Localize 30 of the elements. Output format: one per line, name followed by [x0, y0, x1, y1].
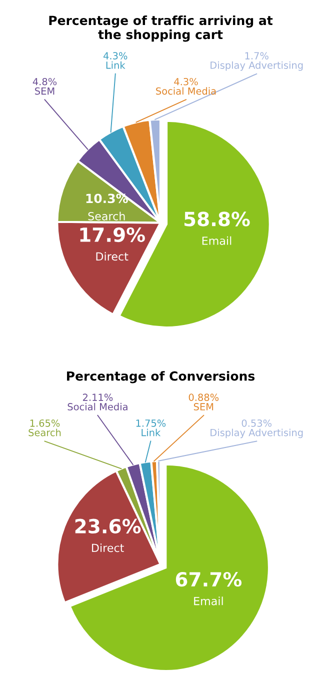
slice-label: Social Media — [68, 402, 128, 410]
slice-label: Direct — [92, 543, 124, 552]
slice-label: Email — [202, 236, 232, 245]
data-label: 58.8% — [184, 212, 250, 226]
slice-label: Social Media — [156, 87, 216, 95]
slice-label: SEM — [194, 403, 214, 410]
slice-label: SEM — [35, 87, 54, 95]
slice-label: Direct — [96, 252, 128, 261]
data-label: 17.9% — [80, 227, 145, 242]
slice-label: Search — [28, 428, 61, 436]
slice-label: Display Advertising — [210, 61, 303, 71]
data-label: 23.6% — [75, 518, 141, 534]
slice-label: Display Advertising — [210, 428, 303, 438]
data-label: 1.65% — [30, 419, 60, 427]
data-label: 4.8% — [32, 78, 57, 86]
data-label: 67.7% — [176, 572, 242, 587]
data-label: 1.7% — [245, 52, 268, 60]
data-label: 2.11% — [82, 394, 113, 401]
slice-label: Link — [106, 61, 126, 69]
data-label: 1.75% — [136, 419, 166, 427]
data-label: 0.53% — [242, 419, 272, 427]
slice-label: Email — [194, 596, 223, 606]
slice-label: Link — [142, 428, 161, 436]
data-label: 4.3% — [174, 78, 198, 86]
chart-title: Percentage of Conversions — [67, 371, 255, 384]
data-label: 4.3% — [103, 52, 128, 60]
chart-title: Percentage of traffic arriving at the shopping cart — [49, 15, 273, 42]
data-label: 0.88% — [188, 394, 219, 401]
data-label: 10.3% — [86, 194, 128, 204]
slice-label: Search — [88, 212, 125, 220]
